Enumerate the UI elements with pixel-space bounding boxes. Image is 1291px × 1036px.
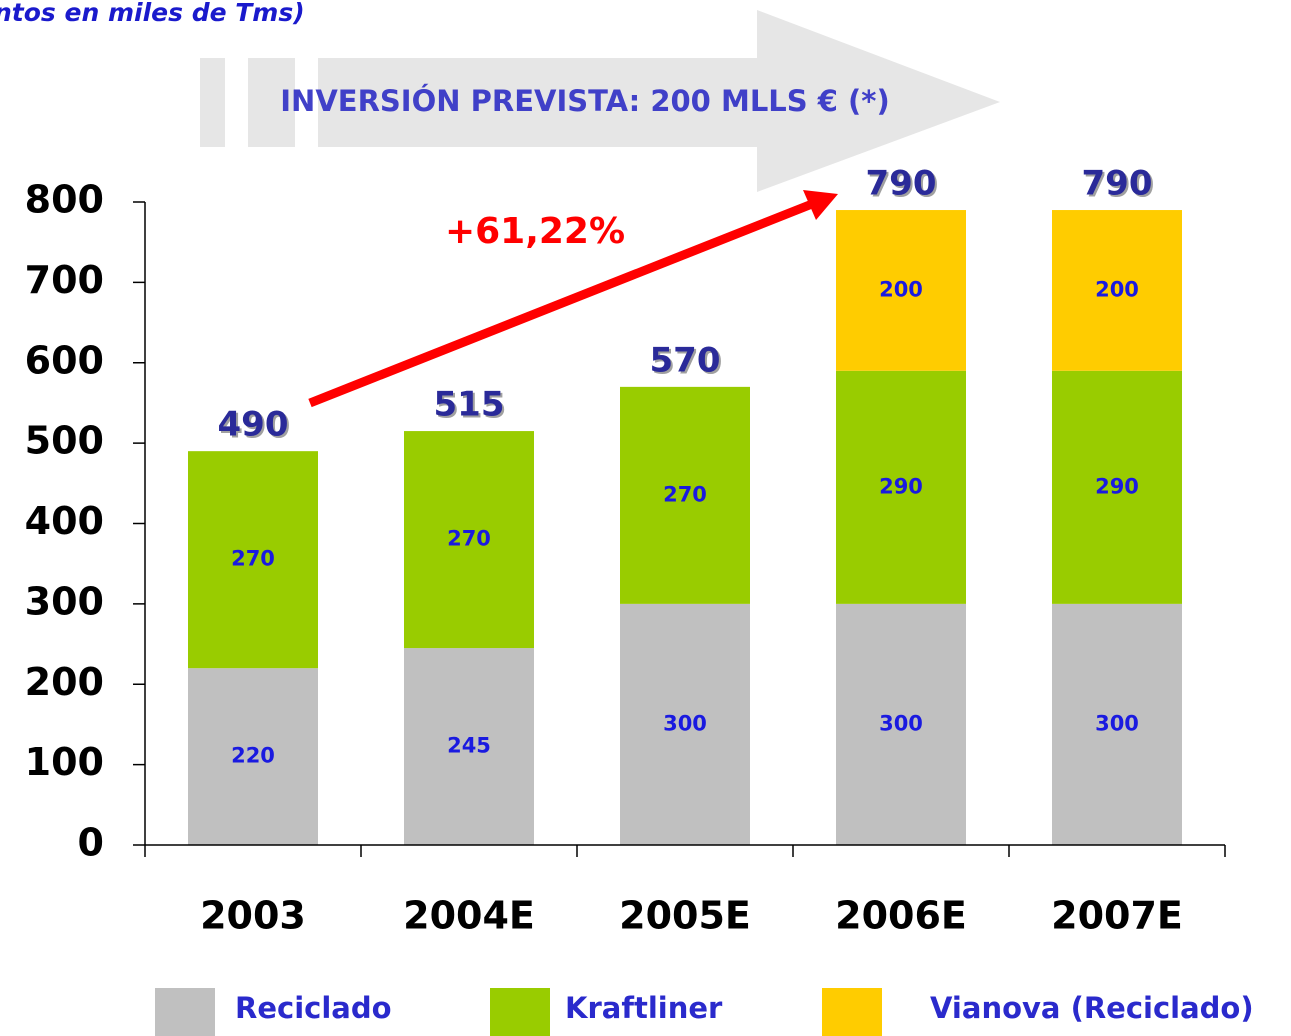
total-label: 790 [1082,164,1153,204]
y-tick-label: 200 [25,660,104,704]
trend-arrow [308,190,838,408]
x-tick-label: 2006E [835,894,967,938]
total-label-shadow: 515 [436,387,507,427]
total-label: 790 [866,164,937,204]
banner-arrow [200,10,1000,192]
legend-swatch [155,988,215,1036]
y-tick-label: 300 [25,579,104,623]
y-tick-label: 400 [25,499,104,543]
total-label-shadow: 490 [220,407,291,447]
bar-segment [836,210,966,371]
bar-segment [620,386,750,604]
total-label-shadow: 790 [868,166,939,206]
segment-label: 300 [879,711,923,735]
bar-segment [404,648,534,845]
segment-label: 200 [879,277,923,301]
segment-label: 200 [1095,277,1139,301]
segment-label: 270 [447,527,491,551]
annotation: +61,22% [445,211,625,252]
total-label: 515 [434,385,505,425]
x-tick-label: 2004E [403,894,535,938]
bar-segment [188,668,318,845]
y-tick-label: 700 [25,258,104,302]
x-tick-label: 2005E [619,894,751,938]
bar-segment [404,431,534,649]
bar-segment [836,603,966,845]
x-tick-label: 2003 [200,894,306,938]
legend-swatch [822,988,882,1036]
x-tick-label: 2007E [1051,894,1183,938]
bar-segment [1052,370,1182,604]
bar-segment [1052,210,1182,371]
legend-label: Reciclado [235,991,392,1025]
total-label-shadow: 790 [1084,166,1155,206]
chart-title: ntos en miles de Tms) [0,0,305,27]
segment-label: 220 [231,744,275,768]
segment-label: 290 [1095,474,1139,498]
segment-label: 270 [663,482,707,506]
y-tick-label: 0 [78,821,104,865]
segment-label: 300 [1095,711,1139,735]
bar-segment [1052,603,1182,845]
segment-label: 290 [879,474,923,498]
bar-segment [836,370,966,604]
y-tick-label: 600 [25,338,104,382]
total-label: 570 [650,340,721,380]
y-tick-label: 500 [25,419,104,463]
bar-segment [188,451,318,669]
bar-segment [620,603,750,845]
legend-label: Vianova (Reciclado) [930,991,1254,1025]
segment-label: 245 [447,734,491,758]
total-label: 490 [218,405,289,445]
segment-label: 270 [231,547,275,571]
subtitle: INVERSIÓN PREVISTA: 200 MLLS € (*) [280,84,889,118]
legend-swatch [490,988,550,1036]
legend-label: Kraftliner [565,991,723,1025]
y-tick-label: 100 [25,740,104,784]
segment-label: 300 [663,711,707,735]
y-tick-label: 800 [25,178,104,222]
total-label-shadow: 570 [652,342,723,382]
